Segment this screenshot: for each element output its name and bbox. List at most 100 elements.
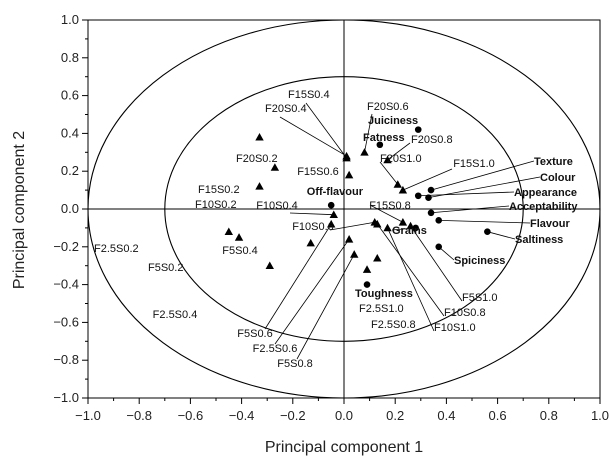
data-points: [224, 126, 491, 288]
circle-marker: [425, 194, 432, 201]
y-tick-label: −0.4: [53, 277, 79, 292]
circle-marker: [435, 217, 443, 224]
point-label: F20S0.8: [411, 134, 453, 146]
leader-line: [410, 225, 463, 302]
point-label: F2.5S0.6: [253, 343, 298, 355]
point-label: F5S0.2: [148, 262, 183, 274]
outer-circle: [87, 19, 601, 399]
inner-circle: [164, 76, 524, 342]
triangle-marker: [234, 233, 244, 241]
triangle-marker: [265, 261, 274, 270]
point-label: F2.5S1.0: [359, 303, 404, 315]
x-tick-label: −0.6: [178, 408, 204, 423]
triangle-marker: [306, 238, 315, 247]
triangle-marker: [327, 219, 336, 228]
leader-line: [296, 254, 355, 360]
point-label: F5S0.8: [277, 358, 312, 370]
point-label: F5S0.6: [237, 328, 272, 340]
leader-line: [379, 161, 399, 185]
triangle-marker: [224, 227, 233, 236]
triangle-marker: [255, 132, 264, 141]
x-tick-label: −1.0: [75, 408, 101, 423]
point-label: Flavour: [530, 218, 570, 230]
triangle-marker: [373, 219, 382, 228]
x-tick-label: 0.8: [540, 408, 558, 423]
point-label: F2.5S0.8: [371, 319, 416, 331]
triangle-marker: [360, 148, 369, 156]
leader-line: [279, 116, 347, 157]
triangle-marker: [362, 265, 372, 273]
point-label: F2.5S0.4: [153, 309, 198, 321]
leader-line: [305, 102, 347, 159]
leader-line: [428, 176, 541, 199]
triangle-marker: [344, 235, 354, 243]
leader-line: [387, 227, 435, 332]
triangle-marker: [398, 218, 408, 226]
leader-line: [418, 191, 515, 197]
y-tick-label: 0.0: [61, 201, 79, 216]
point-label: F10S0.4: [256, 200, 298, 212]
leader-line: [289, 212, 334, 216]
triangle-marker: [344, 170, 354, 179]
point-label: Grains: [392, 225, 427, 237]
point-label: F20S0.6: [367, 101, 409, 113]
point-label: F10S0.6: [292, 221, 334, 233]
point-label: F10S0.8: [444, 307, 486, 319]
triangle-marker: [383, 155, 392, 164]
point-label: F15S0.6: [297, 166, 339, 178]
triangle-marker: [342, 151, 351, 160]
point-label: Texture: [534, 156, 573, 168]
point-label: F10S0.2: [195, 199, 237, 211]
leader-line: [329, 221, 375, 231]
leader-line: [369, 204, 404, 223]
correlation-circles: [87, 19, 601, 399]
point-label: Appearance: [514, 187, 577, 199]
x-tick-label: 1.0: [591, 408, 609, 423]
leader-line: [274, 239, 350, 345]
point-label: Saltiness: [515, 234, 563, 246]
point-label: F5S0.4: [222, 245, 257, 257]
point-label: Colour: [540, 172, 576, 184]
triangle-marker: [255, 182, 264, 190]
y-axis-title: Principal component 2: [11, 131, 28, 289]
y-tick-label: 0.2: [61, 163, 79, 178]
circle-marker: [412, 224, 419, 232]
point-label: Fatness: [363, 132, 405, 144]
circle-marker: [414, 126, 422, 133]
triangle-marker: [350, 250, 359, 258]
point-label: F20S0.2: [236, 153, 278, 165]
leader-line: [430, 160, 535, 191]
y-tick-label: 0.6: [61, 88, 79, 103]
y-tick-label: −0.2: [53, 239, 79, 254]
circle-marker: [427, 186, 435, 194]
triangle-marker: [329, 210, 338, 219]
circle-marker: [427, 209, 435, 217]
x-tick-label: 0.2: [386, 408, 404, 423]
point-label: Off-flavour: [307, 186, 364, 198]
y-tick-label: −0.6: [53, 314, 79, 329]
circle-marker: [484, 228, 491, 235]
point-label: F10S1.0: [434, 322, 476, 334]
x-tick-label: 0.0: [335, 408, 353, 423]
point-label: F2.5S0.2: [94, 243, 139, 255]
leader-line: [438, 246, 455, 261]
point-label: Acceptability: [509, 201, 578, 213]
triangle-marker: [393, 180, 402, 188]
x-axis-title: Principal component 1: [265, 439, 423, 456]
point-label: F15S0.8: [369, 200, 411, 212]
point-label: F15S0.4: [288, 89, 330, 101]
circle-marker: [414, 192, 422, 200]
leader-line: [487, 231, 516, 240]
point-label: Juiciness: [368, 115, 418, 127]
x-tick-label: 0.4: [437, 408, 455, 423]
y-tick-label: −0.8: [53, 352, 79, 367]
point-label: F15S0.2: [198, 184, 240, 196]
y-tick-label: 0.8: [61, 50, 79, 65]
point-labels: F2.5S0.2 F5S0.2 F2.5S0.4 F5S0.4 F5S0.6 F10S0.…: [94, 89, 578, 370]
circle-marker: [376, 141, 384, 149]
point-label: Spiciness: [454, 255, 505, 267]
x-tick-label: 0.6: [489, 408, 507, 423]
point-label: F20S0.4: [265, 103, 307, 115]
axes: −1.0 −0.8 −0.6 −0.4 −0.2 0.0 0.2 0.4 0.6 0.8 1.0 1.…: [53, 12, 609, 423]
y-tick-label: 0.4: [61, 125, 79, 140]
